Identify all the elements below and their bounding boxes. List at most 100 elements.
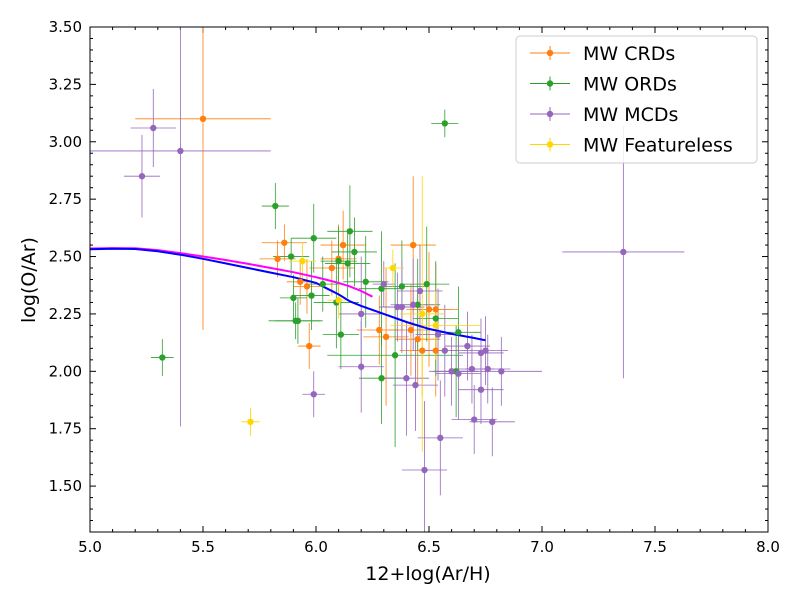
x-axis-label: 12+log(Ar/H) [365, 563, 490, 585]
data-point [376, 326, 383, 334]
data-point [319, 280, 326, 288]
data-point [290, 294, 297, 302]
data-point [455, 329, 462, 336]
y-axis-label: log(O/Ar) [18, 237, 40, 323]
data-point [310, 391, 317, 398]
data-point [434, 331, 442, 338]
legend-swatch-marker [546, 49, 554, 57]
data-point [272, 202, 279, 210]
data-point [441, 347, 449, 354]
data-point [380, 280, 387, 288]
data-point [310, 234, 317, 242]
data-point [339, 241, 347, 249]
model-curve-blue [90, 247, 486, 342]
data-point [407, 326, 415, 334]
y-tick-label: 3.25 [49, 75, 82, 93]
x-tick-label: 7.0 [530, 538, 554, 556]
data-point [468, 365, 476, 373]
x-tick-label: 8.0 [756, 538, 780, 556]
series-points-mw-crds [199, 115, 439, 354]
data-point [432, 347, 439, 354]
legend-swatch-marker [546, 80, 554, 87]
data-point [398, 283, 406, 290]
data-point [389, 264, 397, 272]
data-point [414, 301, 421, 308]
data-point [391, 352, 399, 359]
data-point [150, 124, 157, 132]
data-point [294, 317, 302, 325]
data-point [346, 228, 354, 235]
series-points-mw-featureless [247, 257, 439, 426]
series-points-mw-ords [159, 120, 462, 382]
data-point [484, 365, 491, 373]
x-tick-label: 7.5 [643, 538, 667, 556]
data-point [432, 306, 439, 313]
legend: MW CRDs MW ORDs MW MCDs MW Featureless [515, 35, 758, 164]
y-tick-label: 2.50 [49, 248, 82, 266]
data-point [471, 416, 478, 423]
data-point [409, 301, 417, 308]
data-point [455, 370, 462, 377]
y-tick-label: 1.75 [49, 420, 82, 438]
data-point [335, 257, 342, 265]
data-point [620, 248, 627, 256]
data-point [362, 278, 369, 285]
legend-swatch-marker [546, 141, 554, 148]
data-point [421, 466, 428, 474]
data-point [328, 264, 336, 272]
data-point [335, 296, 342, 304]
legend-label: MW Featureless [583, 135, 733, 157]
data-point [398, 303, 406, 311]
y-tick-label: 3.50 [49, 18, 82, 36]
data-point [432, 315, 439, 322]
axes-frame [89, 26, 769, 533]
data-point [296, 278, 304, 285]
legend-box [515, 35, 758, 164]
legend-label: MW ORDs [583, 74, 677, 96]
x-tick-label: 5.5 [191, 538, 215, 556]
data-point [425, 306, 433, 313]
data-point [482, 347, 489, 354]
data-point [358, 363, 365, 370]
data-point [159, 354, 166, 361]
data-point [358, 310, 365, 318]
data-point [344, 260, 351, 267]
data-point [303, 283, 311, 290]
legend-label: MW CRDs [583, 43, 675, 65]
y-tick-label: 2.75 [49, 190, 82, 208]
data-point [437, 434, 444, 442]
y-tick-label: 1.50 [49, 477, 82, 495]
data-point [489, 418, 496, 426]
data-point [498, 368, 505, 375]
data-point [308, 292, 315, 299]
data-point [423, 280, 430, 288]
data-point [299, 257, 306, 265]
data-point [412, 381, 419, 389]
data-point [448, 368, 455, 375]
x-tick-label: 5.0 [78, 538, 102, 556]
data-point [378, 375, 385, 382]
data-point [199, 115, 207, 123]
data-point [382, 333, 390, 341]
legend-label: MW MCDs [583, 104, 678, 126]
x-tick-label: 6.0 [304, 538, 328, 556]
data-point [337, 331, 345, 338]
data-point [403, 375, 410, 382]
data-point [419, 347, 426, 354]
data-point [247, 418, 254, 426]
data-point [419, 310, 426, 318]
data-point [441, 120, 449, 127]
data-point [409, 241, 417, 249]
y-tick-label: 3.00 [49, 133, 82, 151]
series-points-mw-mcds [138, 124, 627, 474]
data-point [414, 335, 421, 343]
data-point [306, 342, 313, 350]
data-point [138, 173, 146, 180]
data-point [464, 342, 471, 350]
data-point [177, 147, 184, 155]
y-tick-label: 2.00 [49, 362, 82, 380]
data-point [281, 239, 288, 246]
legend-swatch-marker [546, 110, 554, 118]
plot-area [90, 27, 685, 532]
y-tick-label: 2.25 [49, 305, 82, 323]
